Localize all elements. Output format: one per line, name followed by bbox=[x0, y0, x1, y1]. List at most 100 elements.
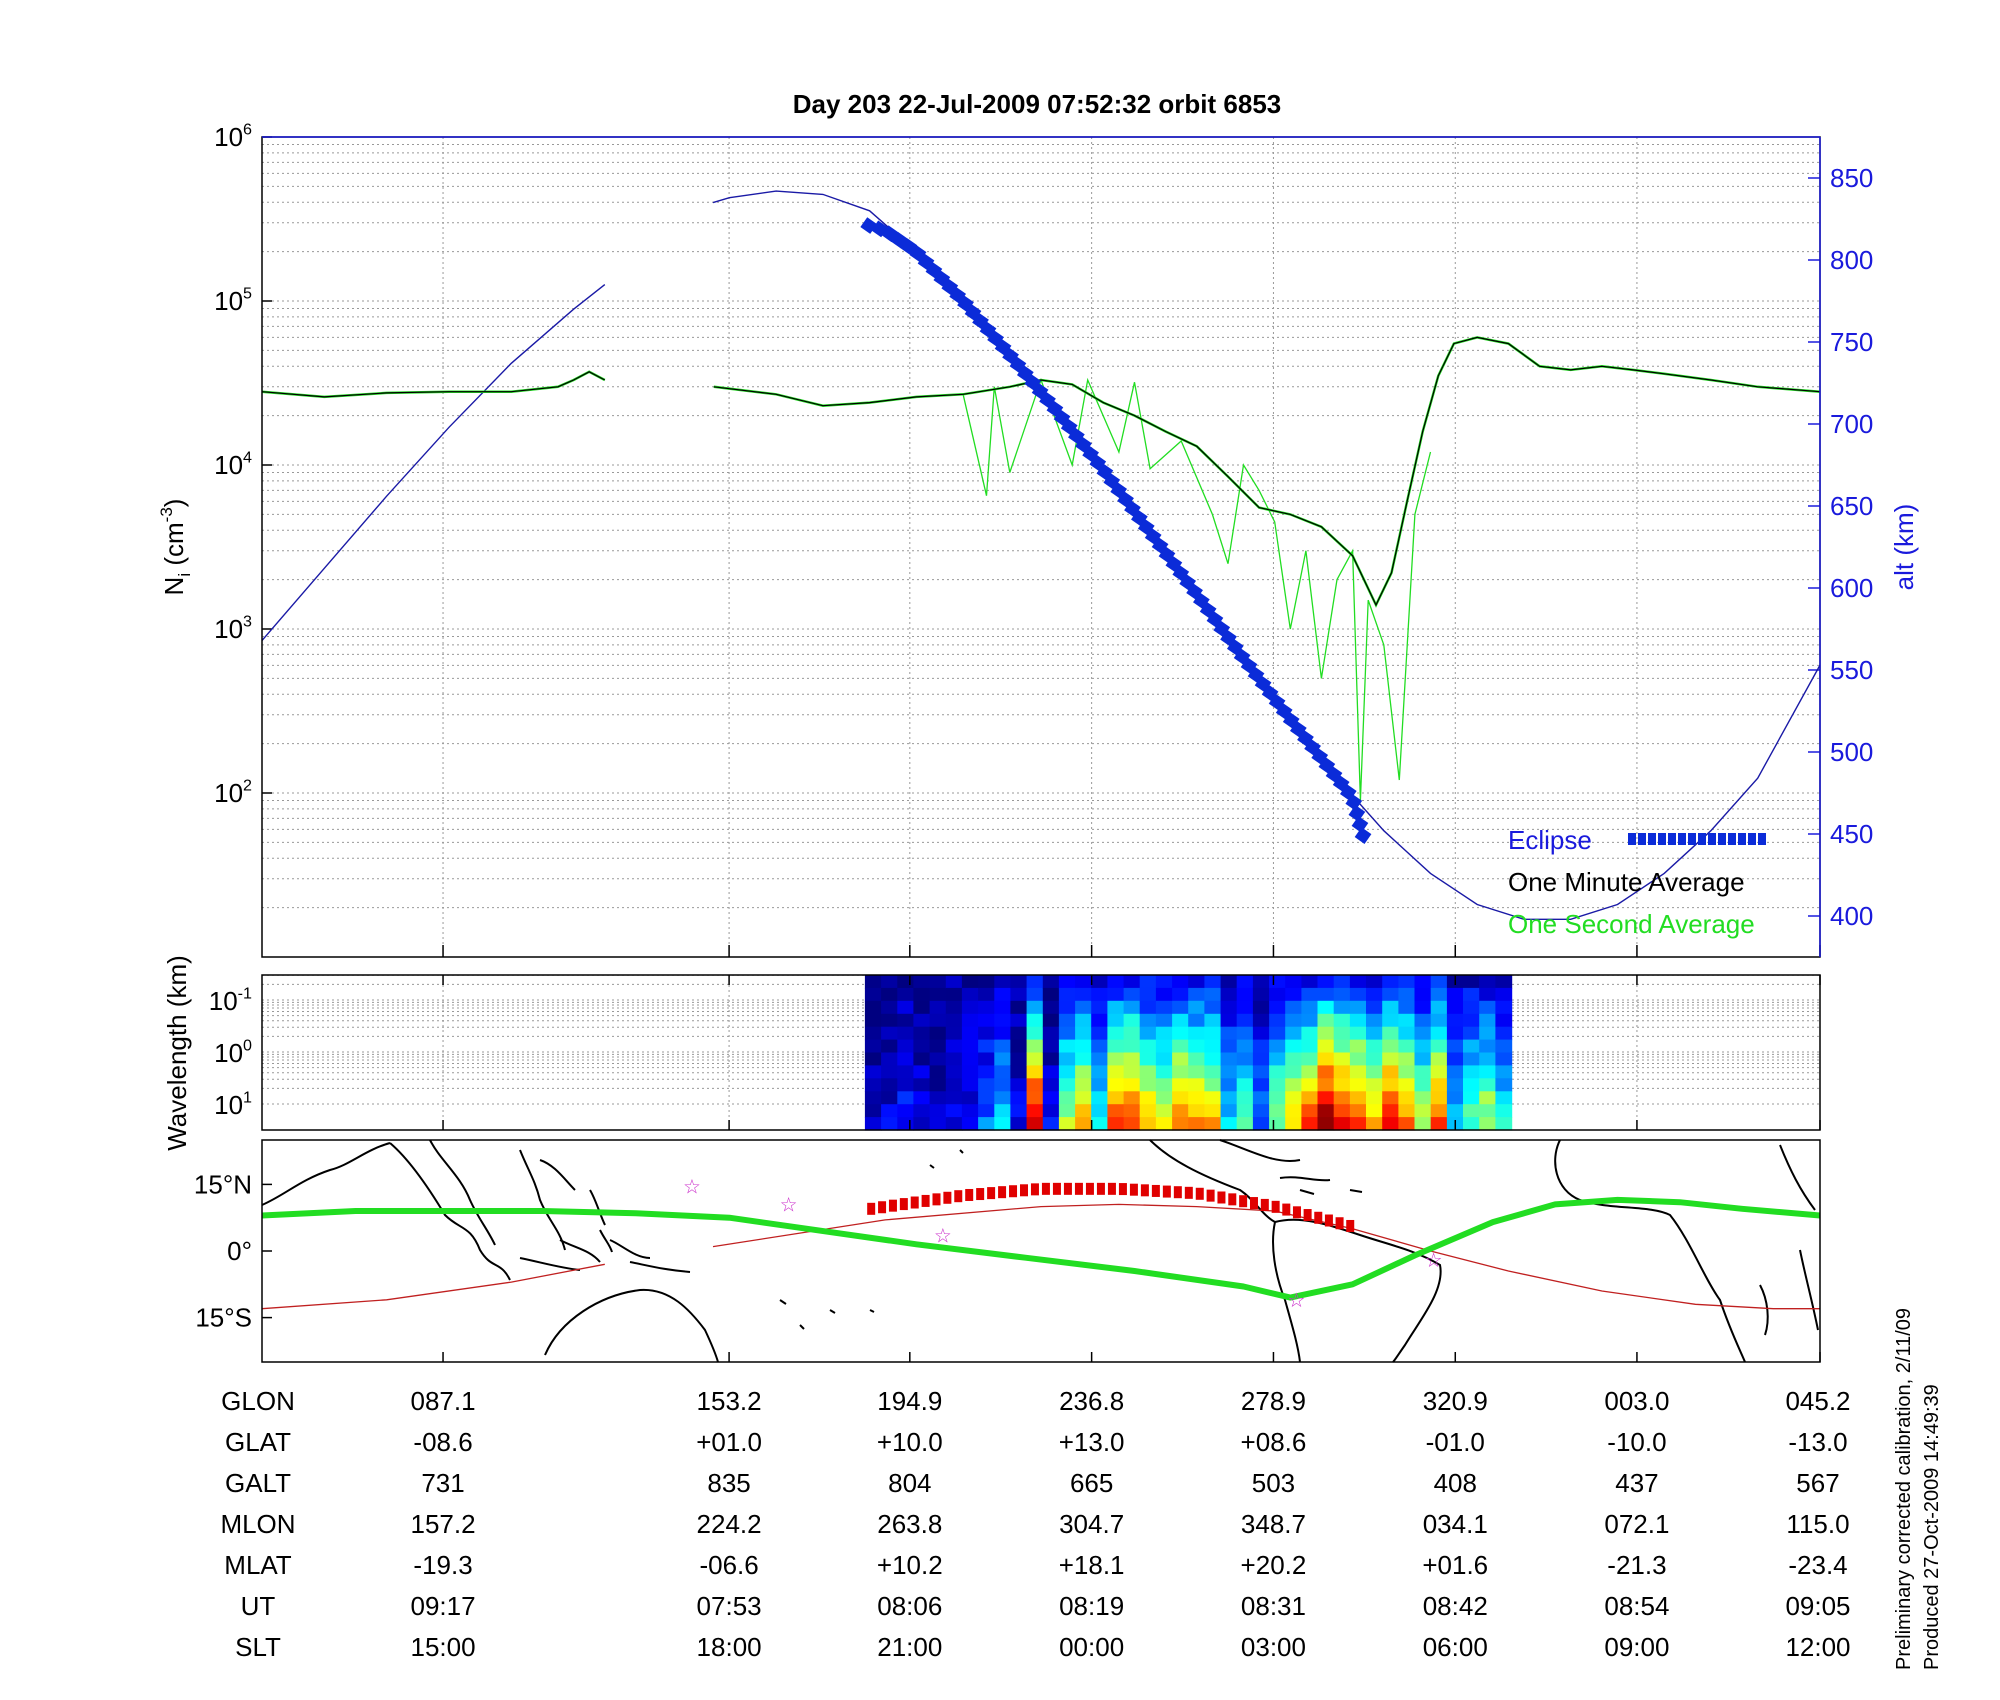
spectrogram-cell bbox=[1366, 987, 1383, 1002]
spectrogram-cell bbox=[1091, 1065, 1108, 1079]
spectrogram-cell bbox=[1091, 1039, 1108, 1054]
spectrogram-cell bbox=[1252, 1104, 1270, 1118]
spectrogram-cell bbox=[994, 1026, 1012, 1041]
spectrogram-cell bbox=[897, 1117, 915, 1131]
spectrogram-cell bbox=[1269, 1091, 1286, 1105]
spectrogram-cell bbox=[1058, 1039, 1076, 1054]
spectrogram-cell bbox=[864, 1000, 882, 1015]
spectrogram-cell bbox=[897, 987, 915, 1002]
spectrogram-cell bbox=[1269, 1052, 1286, 1066]
spectrogram-cell bbox=[1204, 1078, 1222, 1092]
spectrogram-cell bbox=[1366, 1117, 1383, 1131]
table-cell: 18:00 bbox=[697, 1632, 762, 1662]
spectrogram-cell bbox=[978, 1078, 995, 1092]
spectrogram-cell bbox=[1107, 1091, 1125, 1105]
ephemeris-table: GLON 087.1 153.2 194.9 236.8 278.9 320.9 003.0 0… bbox=[220, 1386, 1850, 1662]
spectrogram-cell bbox=[1026, 1000, 1044, 1015]
spectrogram-cell bbox=[1252, 975, 1270, 989]
legend-eclipse-marker bbox=[1628, 833, 1636, 845]
spectrogram-cell bbox=[913, 1039, 931, 1054]
altitude-axis-label: alt (km) bbox=[1889, 504, 1919, 591]
spectrogram-cell bbox=[1463, 1065, 1480, 1079]
spectrogram-cell bbox=[1382, 1000, 1399, 1015]
eclipse-track-marker bbox=[1228, 1193, 1237, 1206]
spectrogram-cell bbox=[1026, 1052, 1044, 1066]
spectrogram-cell bbox=[1026, 975, 1044, 989]
altitude-y-tick-label: 700 bbox=[1830, 409, 1873, 439]
spectrogram-cell bbox=[1317, 1052, 1335, 1066]
table-cell: 07:53 bbox=[697, 1591, 762, 1621]
spectrogram-cell bbox=[897, 1104, 915, 1118]
spectrogram-cell bbox=[929, 1039, 947, 1054]
coastline-india-bay bbox=[429, 1139, 496, 1246]
spectrogram-cell bbox=[1398, 1039, 1416, 1054]
spectrogram-cell bbox=[1430, 1091, 1448, 1105]
map-panel: 15°N 0° 15°S ☆ ☆ ☆ ☆ ☆ bbox=[194, 1139, 1821, 1363]
density-y-tick-label: 103 bbox=[214, 612, 252, 644]
spectrogram-cell bbox=[1430, 1065, 1448, 1079]
spectrogram-cell bbox=[1139, 1078, 1157, 1092]
spectrogram-cell bbox=[1123, 987, 1141, 1002]
spectrogram-cell bbox=[881, 1039, 898, 1054]
spectrogram-cell bbox=[1333, 1039, 1351, 1054]
spectrogram-cell bbox=[994, 1039, 1012, 1054]
spectrogram-cell bbox=[1010, 1039, 1028, 1054]
spectrogram-cell bbox=[1430, 1117, 1448, 1131]
table-cell: 06:00 bbox=[1423, 1632, 1488, 1662]
eclipse-track-marker bbox=[987, 1187, 996, 1200]
legend-one-minute-label: One Minute Average bbox=[1508, 867, 1745, 897]
spectrogram-cell bbox=[978, 1026, 995, 1041]
spectrogram-cell bbox=[1285, 1065, 1302, 1079]
spectrogram-cell bbox=[1107, 1065, 1125, 1079]
spectrogram-cell bbox=[1220, 1013, 1238, 1028]
spectrogram-cell bbox=[1301, 1013, 1319, 1028]
spectrogram-cell bbox=[1172, 1000, 1189, 1015]
spectrogram-cell bbox=[961, 987, 979, 1002]
spectrogram-cell bbox=[1414, 1013, 1432, 1028]
density-y-axis-label: Ni (cm-3) bbox=[157, 499, 194, 596]
spectrogram-cell bbox=[1236, 1026, 1254, 1041]
spectrogram-cell bbox=[945, 1104, 963, 1118]
table-cell: 320.9 bbox=[1423, 1386, 1488, 1416]
spectrogram-cell bbox=[1366, 1039, 1383, 1054]
spectrogram-cell bbox=[1220, 1039, 1238, 1054]
spectrogram-cell bbox=[1463, 1013, 1480, 1028]
spectrogram-cell bbox=[1366, 1052, 1383, 1066]
legend-eclipse-label: Eclipse bbox=[1508, 825, 1592, 855]
table-row-label: GLON bbox=[221, 1386, 295, 1416]
spectrogram-cell bbox=[1414, 1078, 1432, 1092]
spectrogram-cell bbox=[1058, 1091, 1076, 1105]
spectrogram-cell bbox=[1366, 1000, 1383, 1015]
density-y-tick-label: 102 bbox=[214, 776, 252, 808]
spectrogram-cell bbox=[881, 1052, 898, 1066]
spectrogram-cell bbox=[1269, 987, 1286, 1002]
spectrogram-cell bbox=[1075, 1000, 1092, 1015]
spectrogram-cell bbox=[1042, 1026, 1060, 1041]
spectrogram-cell bbox=[1349, 1026, 1367, 1041]
spectrogram-cell bbox=[1107, 1026, 1125, 1041]
spectrogram-cell bbox=[1398, 1065, 1416, 1079]
eclipse-track-marker bbox=[888, 1199, 897, 1212]
spectrogram-cell bbox=[1430, 1000, 1448, 1015]
legend-eclipse-marker bbox=[1758, 833, 1766, 845]
map-y-tick-label: 0° bbox=[227, 1236, 252, 1266]
spectrogram-cell bbox=[1058, 1104, 1076, 1118]
spectrogram-cell bbox=[1236, 1117, 1254, 1131]
star-marker: ☆ bbox=[934, 1225, 952, 1247]
density-axes: 102 103 104 105 106 400 450 500 550 600 650 700 750 8… bbox=[214, 120, 1873, 957]
table-cell: 194.9 bbox=[877, 1386, 942, 1416]
spectrogram-cell bbox=[1479, 1026, 1496, 1041]
spectrogram-cell bbox=[1269, 1065, 1286, 1079]
spectrogram-cell bbox=[864, 1091, 882, 1105]
spectrogram-cell bbox=[1463, 1078, 1480, 1092]
spectrogram-cell bbox=[1333, 1052, 1351, 1066]
eclipse-track-marker bbox=[1074, 1182, 1083, 1195]
spectrogram-cell bbox=[1107, 1013, 1125, 1028]
spectrogram-heatmap bbox=[864, 975, 1513, 1131]
eclipse-track-marker bbox=[1206, 1189, 1215, 1202]
spectrogram-cell bbox=[994, 1052, 1012, 1066]
spectrogram-cell bbox=[1042, 1104, 1060, 1118]
legend-eclipse-swatch bbox=[1628, 833, 1766, 845]
spectrogram-cell bbox=[1042, 1078, 1060, 1092]
spectrogram-cell bbox=[1495, 1039, 1513, 1054]
